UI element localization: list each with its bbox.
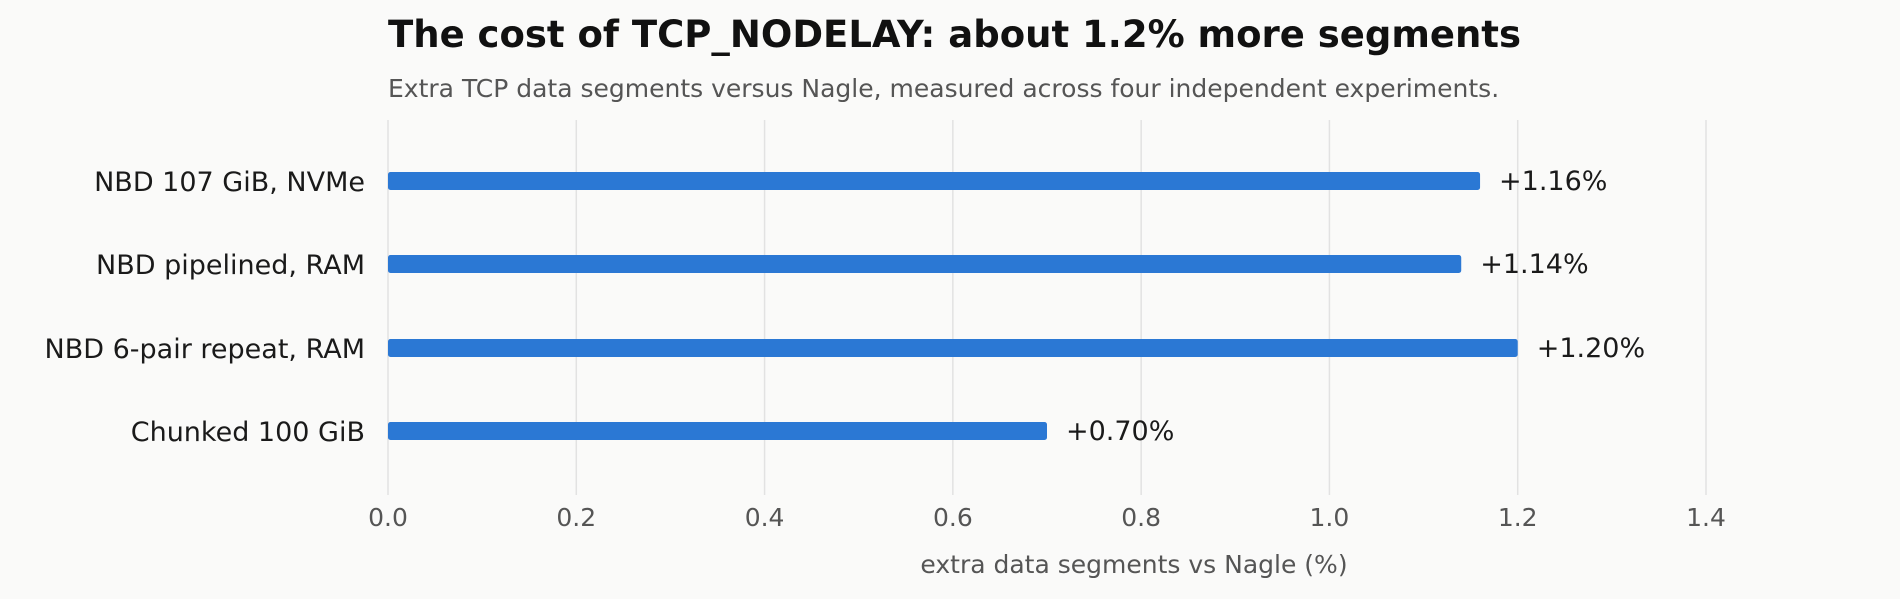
bars [388,172,1518,440]
x-axis-label: extra data segments vs Nagle (%) [920,550,1347,579]
x-tick-label: 1.4 [1686,503,1726,532]
data-label: +1.20% [1537,333,1645,364]
x-tick-label: 0.8 [1121,503,1161,532]
data-label: +1.14% [1480,249,1588,280]
bar [388,422,1047,440]
x-tick-label: 0.0 [368,503,408,532]
chart-subtitle: Extra TCP data segments versus Nagle, me… [388,74,1499,103]
x-tick-label: 0.2 [556,503,596,532]
x-tick-label: 1.2 [1498,503,1538,532]
category-label: NBD pipelined, RAM [96,250,365,281]
x-tick-label: 0.6 [933,503,973,532]
category-label: NBD 6-pair repeat, RAM [45,334,365,365]
bar [388,172,1481,190]
category-labels: NBD 107 GiB, NVMe NBD pipelined, RAM NBD 6… [45,167,365,448]
x-tick-label: 0.4 [745,503,785,532]
category-label: Chunked 100 GiB [131,417,365,448]
data-label: +1.16% [1499,166,1607,197]
x-tick-label: 1.0 [1310,503,1350,532]
bar [388,339,1518,357]
x-tick-labels: 0.0 0.2 0.4 0.6 0.8 1.0 1.2 1.4 [368,503,1726,532]
data-label: +0.70% [1066,416,1174,447]
chart-title: The cost of TCP_NODELAY: about 1.2% more… [388,13,1521,56]
value-labels: +1.16% +1.14% +1.20% +0.70% [1066,166,1645,447]
category-label: NBD 107 GiB, NVMe [94,167,365,198]
bar [388,255,1462,273]
